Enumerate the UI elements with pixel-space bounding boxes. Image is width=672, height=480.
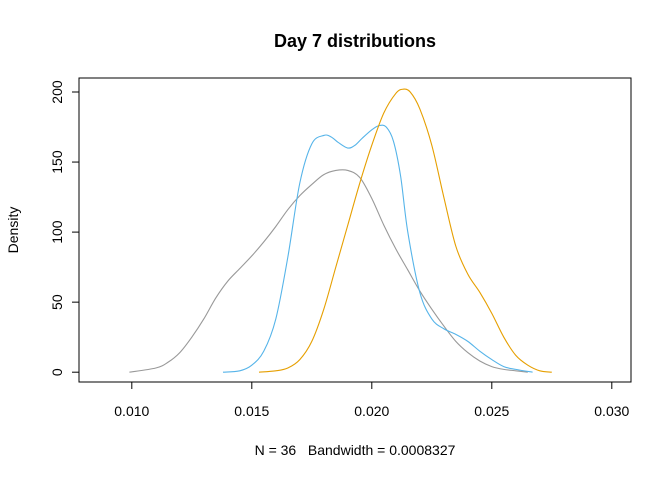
y-tick-label: 200 xyxy=(49,80,65,104)
density-line-3 xyxy=(258,88,552,373)
x-tick-label: 0.025 xyxy=(474,403,509,419)
chart-title: Day 7 distributions xyxy=(274,31,436,51)
x-tick-label: 0.020 xyxy=(354,403,389,419)
x-tick-label: 0.030 xyxy=(594,403,629,419)
plot-frame xyxy=(78,77,632,383)
y-axis-label: Density xyxy=(5,207,21,254)
y-tick-label: 150 xyxy=(49,150,65,174)
y-tick-label: 100 xyxy=(49,220,65,244)
x-tick-label: 0.010 xyxy=(114,403,149,419)
y-tick-label: 50 xyxy=(49,294,65,310)
x-tick-label: 0.015 xyxy=(234,403,269,419)
y-axis: 0 50 100 150 200 xyxy=(49,80,80,376)
x-axis: 0.010 0.015 0.020 0.025 0.030 xyxy=(114,381,630,419)
density-line-1 xyxy=(129,169,528,373)
y-tick-label: 0 xyxy=(49,368,65,376)
density-line-2 xyxy=(222,124,533,373)
plot-area xyxy=(129,88,552,373)
x-axis-label: N = 36 Bandwidth = 0.0008327 xyxy=(255,442,456,458)
